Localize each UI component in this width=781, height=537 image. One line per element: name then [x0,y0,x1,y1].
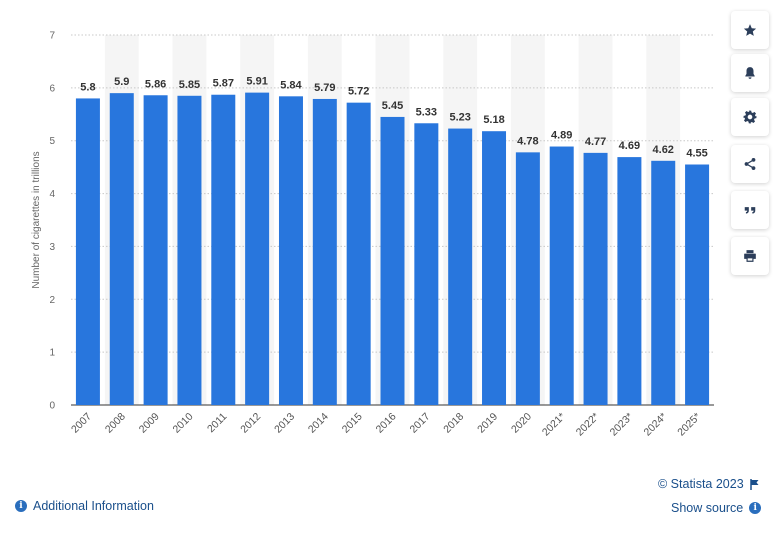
bar-value-label: 5.86 [145,78,166,90]
bar-value-label: 5.84 [280,79,302,91]
x-tick-label: 2018 [441,411,466,436]
y-tick-label: 2 [49,295,55,306]
print-icon [744,250,756,262]
flag-icon [749,478,759,490]
settings-button[interactable] [731,98,769,136]
bar[interactable] [143,95,168,405]
quote-icon [744,207,756,214]
bar-value-label: 4.55 [686,148,707,160]
bar[interactable] [651,160,676,405]
y-tick-label: 0 [49,401,55,412]
bar-value-label: 5.23 [449,112,470,124]
info-icon: i [15,500,27,512]
data-labels: 5.8 5.9 5.86 5.85 5.87 5.91 5.84 5.79 5.72 5.45 5.… [80,76,708,160]
bar-value-label: 4.78 [517,135,538,147]
x-tick-label: 2008 [103,411,128,436]
x-tick-label: 2013 [272,411,297,436]
share-button[interactable] [731,145,769,183]
star-icon [743,24,757,36]
bar-value-label: 5.9 [114,76,129,88]
bar[interactable] [278,96,303,406]
bell-icon [745,67,755,79]
x-tick-label: 2022* [574,411,602,439]
bar[interactable] [245,92,270,405]
bar-value-label: 5.72 [348,86,369,98]
x-tick-label: 2021* [540,411,568,439]
info-icon: i [749,502,762,514]
bar[interactable] [312,98,337,405]
bar-value-label: 5.33 [416,106,437,118]
bar[interactable] [685,164,710,406]
share-icon [744,158,756,170]
bar[interactable] [414,123,439,406]
y-tick-label: 3 [49,242,55,253]
y-tick-label: 5 [49,136,55,147]
x-axis-ticks: 2007 2008 2009 2010 2011 2012 2013 2014 2015 2016… [69,411,703,439]
bar-value-label: 5.85 [179,79,200,91]
bar[interactable] [346,102,371,406]
copyright-text: © Statista 2023 [658,477,744,491]
bar[interactable] [380,116,405,405]
y-axis-ticks: 0 1 2 3 4 5 6 7 [49,31,55,412]
bar[interactable] [109,93,134,406]
y-tick-label: 7 [49,31,55,42]
x-tick-label: 2009 [137,411,162,436]
bar[interactable] [583,152,608,405]
copyright-statista[interactable]: © Statista 2023 [658,477,760,491]
bar[interactable] [211,94,236,405]
favorite-button[interactable] [731,11,769,49]
gear-icon [743,110,757,124]
additional-information-text: Additional Information [33,499,154,513]
bar[interactable] [549,146,574,405]
bar-value-label: 5.87 [213,78,234,90]
bar[interactable] [177,95,202,406]
x-tick-label: 2012 [238,411,263,436]
show-source-text: Show source [671,501,744,515]
x-tick-label: 2025* [675,411,703,439]
x-tick-label: 2010 [171,411,196,436]
bar-value-label: 5.8 [80,81,95,93]
bar-value-label: 5.45 [382,100,403,112]
y-tick-label: 1 [49,348,55,359]
print-button[interactable] [731,237,769,275]
y-tick-label: 4 [49,189,55,200]
x-tick-label: 2011 [205,411,230,436]
x-tick-label: 2007 [69,411,94,436]
bar[interactable] [75,98,100,405]
x-tick-label: 2020 [509,411,534,436]
bar[interactable] [617,157,642,405]
notification-button[interactable] [731,54,769,92]
x-tick-label: 2015 [340,411,365,436]
cite-button[interactable] [731,191,769,229]
bar-value-label: 4.62 [653,144,674,156]
bar-value-label: 5.79 [314,82,335,94]
bar-value-label: 5.18 [483,114,504,126]
bar-value-label: 4.69 [619,140,640,152]
x-tick-label: 2023* [608,411,636,439]
bar[interactable] [515,152,540,405]
chart-bars [75,92,710,406]
show-source-link[interactable]: Show source i [671,501,762,515]
x-tick-label: 2019 [475,411,500,436]
bar-value-label: 4.77 [585,136,606,148]
additional-information-link[interactable]: i Additional Information [15,499,154,513]
bar-value-label: 4.89 [551,130,572,142]
y-tick-label: 6 [49,83,55,94]
bar[interactable] [448,128,473,406]
y-axis-label: Number of cigarettes in trillions [31,151,42,288]
x-tick-label: 2014 [306,411,331,436]
bar-value-label: 5.91 [246,76,267,88]
x-tick-label: 2024* [641,411,669,439]
bar[interactable] [482,131,507,405]
x-tick-label: 2017 [407,411,432,436]
x-tick-label: 2016 [374,411,399,436]
